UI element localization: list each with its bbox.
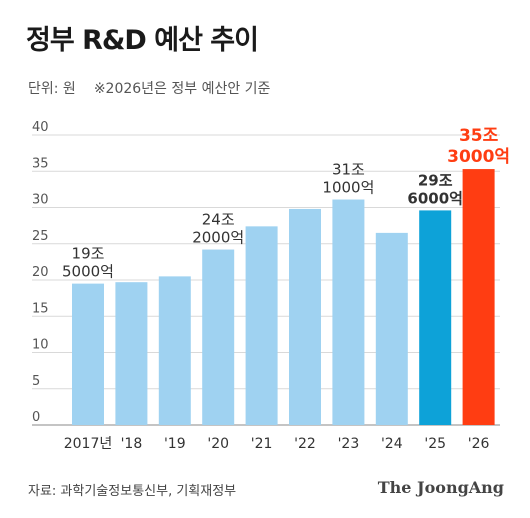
brand-logo: The JoongAng — [377, 478, 504, 497]
bar-8 — [375, 232, 408, 425]
bar-5 — [245, 226, 278, 425]
x-tick-label-2: '18 — [121, 436, 143, 452]
x-tick-label-7: '23 — [338, 436, 360, 452]
unit-label: 단위: 원 — [28, 81, 76, 97]
y-tick-label-15: 15 — [32, 301, 49, 316]
x-tick-label-8: '24 — [381, 436, 403, 452]
y-tick-label-35: 35 — [32, 156, 49, 171]
bar-3 — [158, 276, 191, 425]
data-label-10-line2: 3000억 — [447, 147, 510, 167]
bar-9 — [419, 210, 452, 425]
y-tick-label-0: 0 — [32, 410, 40, 425]
bar-4 — [202, 249, 235, 425]
x-tick-label-9: '25 — [424, 436, 446, 452]
data-label-1-line2: 5000억 — [62, 263, 114, 281]
bar-2 — [115, 282, 148, 425]
y-tick-label-10: 10 — [32, 338, 49, 353]
y-tick-label-30: 30 — [32, 193, 49, 208]
bar-6 — [289, 208, 321, 425]
x-tick-label-3: '19 — [164, 436, 186, 452]
bar-1 — [72, 283, 104, 425]
x-tick-label-4: '20 — [207, 436, 229, 452]
y-tick-label-5: 5 — [32, 374, 40, 389]
x-tick-label-5: '21 — [251, 436, 273, 452]
y-tick-label-20: 20 — [32, 265, 49, 280]
chart-subtitle: 단위: 원 ※2026년은 정부 예산안 기준 — [28, 78, 270, 98]
chart-title: 정부 R&D 예산 추이 — [26, 25, 259, 56]
bar-7 — [332, 199, 365, 425]
x-tick-label-1: 2017년 — [64, 436, 113, 452]
data-label-7-line1: 31조 — [332, 161, 365, 179]
bar-chart: 0 5 10 15 20 25 30 35 40 2017년 '18 '19 '20 '21 '22 '23 '… — [32, 120, 510, 452]
data-label-4-line2: 2000억 — [192, 229, 244, 247]
bar-10 — [462, 169, 495, 425]
data-label-7-line2: 1000억 — [322, 179, 374, 197]
y-tick-label-25: 25 — [32, 229, 49, 244]
x-tick-label-10: '26 — [468, 436, 490, 452]
data-label-1-line1: 19조 — [72, 245, 105, 263]
data-label-9-line2: 6000억 — [407, 189, 463, 207]
data-label-10-line1: 35조 — [459, 126, 499, 146]
y-tick-label-40: 40 — [32, 120, 49, 135]
source-note: 자료: 과학기술정보통신부, 기획재정부 — [28, 484, 237, 499]
data-label-4-line1: 24조 — [202, 211, 235, 229]
x-tick-label-6: '22 — [294, 436, 316, 452]
basis-note: ※2026년은 정부 예산안 기준 — [93, 81, 271, 97]
data-label-9-line1: 29조 — [418, 171, 453, 189]
